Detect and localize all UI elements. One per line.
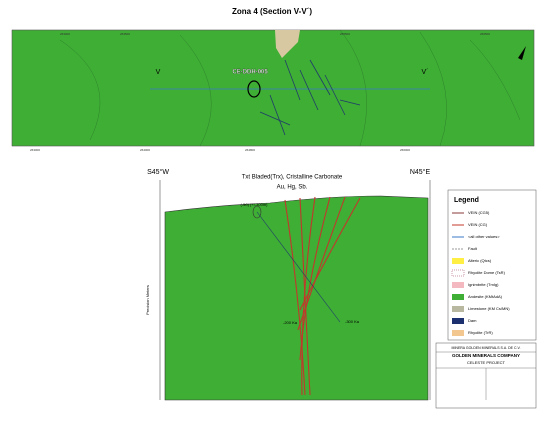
legend-item: Limestone (KM Cs/MN) xyxy=(468,306,510,311)
company-line: MINERA GOLDEN MINERALS S.A. DE C.V. xyxy=(452,346,521,350)
title: Zona 4 (Section V-V´) xyxy=(232,7,312,16)
company: GOLDEN MINERALS COMPANY xyxy=(452,353,520,358)
plan-map: 263000 263500 265500 266500 263000 264000 264… xyxy=(11,29,535,152)
svg-text:264800: 264800 xyxy=(245,148,255,152)
note-line-1: Txt Bladed(Trx), Cristalline Carbonate xyxy=(242,175,343,181)
axis-label: Precision Meters xyxy=(145,285,150,315)
legend-item: Ignimbrite (TmIg) xyxy=(468,282,499,287)
depth-label: -200 Ka xyxy=(283,320,298,325)
svg-text:263500: 263500 xyxy=(120,32,130,36)
legend-item: Rhyolite Dome (TsR) xyxy=(468,270,506,275)
legend-item: VEIN (CG5) xyxy=(468,210,490,215)
legend-item: Rhyolite (TrR) xyxy=(468,330,493,335)
section-start: V xyxy=(156,69,161,76)
svg-text:265500: 265500 xyxy=(340,32,350,36)
legend-title: Legend xyxy=(454,197,479,204)
drillhole-label: CE-DDH-005 xyxy=(232,70,268,76)
svg-text:263000: 263000 xyxy=(60,32,70,36)
note-line-2: Au, Hg, Sb. xyxy=(277,185,308,191)
svg-text:264000: 264000 xyxy=(140,148,150,152)
title-block: MINERA GOLDEN MINERALS S.A. DE C.V. GOLD… xyxy=(435,342,537,409)
svg-text:263000: 263000 xyxy=(30,148,40,152)
legend-item: Dam xyxy=(468,318,477,323)
legend-item: Fault xyxy=(468,246,478,251)
legend-item: Andesite (KMtAdA) xyxy=(468,294,503,299)
left-azimuth: S45°W xyxy=(147,168,169,176)
svg-text:266000: 266000 xyxy=(400,148,410,152)
cross-section: S45°W N45°E Txt Bladed(Trx), Cristalline… xyxy=(145,168,431,401)
section-end: V´ xyxy=(422,69,429,76)
depth-label: -300 Ka xyxy=(345,319,360,324)
legend: Legend VEIN (CG5) VEIN (CG) <all other v… xyxy=(447,189,537,341)
right-azimuth: N45°E xyxy=(410,168,431,176)
project: CELESTE PROJECT xyxy=(467,360,506,365)
hole-label: (-50) (+/-300m) xyxy=(240,202,268,207)
legend-item: VEIN (CG) xyxy=(468,222,488,227)
svg-text:266500: 266500 xyxy=(480,32,490,36)
legend-item: <all other values> xyxy=(468,234,500,239)
legend-item: Alteric (Qtcs) xyxy=(468,258,492,263)
